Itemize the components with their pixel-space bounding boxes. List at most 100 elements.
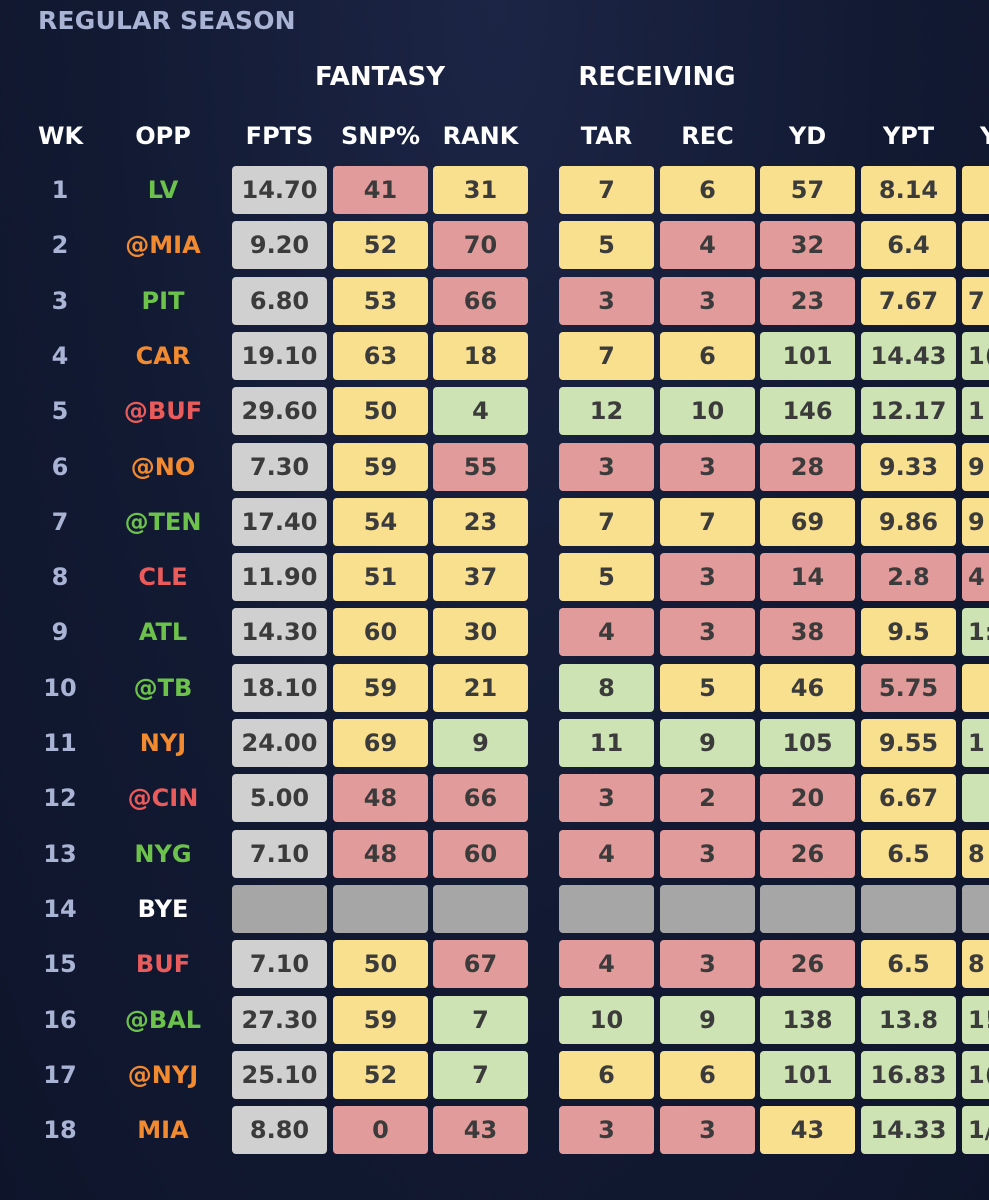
stat-cell-fpts: 7.10 xyxy=(232,830,327,878)
stat-cell-yd: 14 xyxy=(760,553,855,601)
opponent: @NYJ xyxy=(127,1061,199,1089)
stat-cell-rank xyxy=(433,885,528,933)
stat-cell-fpts: 25.10 xyxy=(232,1051,327,1099)
stat-cell-fpts: 27.30 xyxy=(232,996,327,1044)
stat-cell-ypt: 14.33 xyxy=(861,1106,956,1154)
stat-cell-rec: 7 xyxy=(660,498,755,546)
stat-cell-tar: 8 xyxy=(559,664,654,712)
stat-cell-ypt: 6.67 xyxy=(861,774,956,822)
stat-cell-rank: 37 xyxy=(433,553,528,601)
stat-cell-yd: 146 xyxy=(760,387,855,435)
stat-cell-fpts xyxy=(232,885,327,933)
stat-cell-ypt: 13.8 xyxy=(861,996,956,1044)
stat-cell-tar: 3 xyxy=(559,443,654,491)
stat-cell-fpts: 11.90 xyxy=(232,553,327,601)
stat-cell-rank: 23 xyxy=(433,498,528,546)
week-number: 16 xyxy=(43,1006,77,1034)
stat-cell-yd: 46 xyxy=(760,664,855,712)
opponent: @TEN xyxy=(124,508,202,536)
stat-cell-snp: 51 xyxy=(333,553,428,601)
stat-cell-rank: 21 xyxy=(433,664,528,712)
stat-cell-snp: 48 xyxy=(333,830,428,878)
opponent: @CIN xyxy=(127,784,199,812)
stat-cell-tar: 4 xyxy=(559,940,654,988)
stat-cell-tar: 7 xyxy=(559,166,654,214)
stat-cell-snp: 60 xyxy=(333,608,428,656)
stat-cell-rec: 6 xyxy=(660,166,755,214)
stat-cell-rec: 3 xyxy=(660,940,755,988)
stat-cell-yd: 101 xyxy=(760,332,855,380)
stat-cell-yd: 69 xyxy=(760,498,855,546)
stat-cell-partial xyxy=(962,664,989,712)
stat-cell-snp: 41 xyxy=(333,166,428,214)
stat-cell-ypt: 12.17 xyxy=(861,387,956,435)
stat-cell-partial: 9 xyxy=(962,498,989,546)
stat-cell-partial: 1! xyxy=(962,996,989,1044)
stat-cell-tar: 3 xyxy=(559,277,654,325)
header-snp: SNP% xyxy=(340,122,420,150)
stat-cell-rank: 66 xyxy=(433,277,528,325)
stat-cell-snp xyxy=(333,885,428,933)
stat-cell-ypt: 8.14 xyxy=(861,166,956,214)
stat-cell-yd: 138 xyxy=(760,996,855,1044)
stat-cell-rec: 3 xyxy=(660,608,755,656)
stat-cell-ypt: 9.55 xyxy=(861,719,956,767)
week-number: 8 xyxy=(51,563,69,591)
header-partial: Y xyxy=(980,122,989,150)
header-tar: TAR xyxy=(580,122,633,150)
stat-cell-yd: 23 xyxy=(760,277,855,325)
stat-cell-rec: 3 xyxy=(660,277,755,325)
stat-cell-fpts: 17.40 xyxy=(232,498,327,546)
stat-cell-tar: 10 xyxy=(559,996,654,1044)
opponent: CAR xyxy=(135,342,191,370)
stat-cell-yd: 57 xyxy=(760,166,855,214)
week-number: 18 xyxy=(43,1116,77,1144)
stat-cell-yd: 101 xyxy=(760,1051,855,1099)
stat-cell-partial: 1 xyxy=(962,387,989,435)
stat-cell-tar: 5 xyxy=(559,553,654,601)
stat-cell-ypt: 14.43 xyxy=(861,332,956,380)
stat-cell-ypt: 9.33 xyxy=(861,443,956,491)
header-wk: WK xyxy=(38,122,84,150)
section-title: REGULAR SEASON xyxy=(38,6,296,35)
header-opp: OPP xyxy=(135,122,191,150)
stat-cell-fpts: 19.10 xyxy=(232,332,327,380)
week-number: 17 xyxy=(43,1061,77,1089)
stat-cell-partial: 4 xyxy=(962,553,989,601)
stat-cell-fpts: 29.60 xyxy=(232,387,327,435)
stat-cell-rec: 9 xyxy=(660,996,755,1044)
stat-cell-yd: 38 xyxy=(760,608,855,656)
stat-cell-snp: 52 xyxy=(333,1051,428,1099)
opponent: BYE xyxy=(137,895,189,923)
stat-cell-fpts: 18.10 xyxy=(232,664,327,712)
week-number: 13 xyxy=(43,840,77,868)
stat-cell-rank: 31 xyxy=(433,166,528,214)
stat-cell-rank: 70 xyxy=(433,221,528,269)
opponent: MIA xyxy=(137,1116,189,1144)
stat-cell-yd: 20 xyxy=(760,774,855,822)
stat-cell-tar xyxy=(559,885,654,933)
stat-cell-fpts: 8.80 xyxy=(232,1106,327,1154)
stat-cell-ypt: 6.4 xyxy=(861,221,956,269)
opponent: CLE xyxy=(138,563,188,591)
stat-cell-partial: 8 xyxy=(962,940,989,988)
week-number: 6 xyxy=(51,453,69,481)
header-fpts: FPTS xyxy=(245,122,314,150)
stat-cell-yd xyxy=(760,885,855,933)
stat-cell-rec: 9 xyxy=(660,719,755,767)
stat-cell-ypt: 6.5 xyxy=(861,940,956,988)
stat-cell-snp: 50 xyxy=(333,940,428,988)
stat-cell-fpts: 5.00 xyxy=(232,774,327,822)
stat-cell-tar: 4 xyxy=(559,830,654,878)
stat-cell-rec: 10 xyxy=(660,387,755,435)
stat-cell-ypt: 6.5 xyxy=(861,830,956,878)
header-yd: YD xyxy=(788,122,827,150)
stat-cell-partial xyxy=(962,221,989,269)
opponent: @MIA xyxy=(125,231,201,259)
stat-cell-partial: 1: xyxy=(962,608,989,656)
header-rank: RANK xyxy=(442,122,519,150)
stat-cell-partial: 8 xyxy=(962,830,989,878)
stat-cell-snp: 53 xyxy=(333,277,428,325)
opponent: @BAL xyxy=(124,1006,202,1034)
stat-cell-tar: 3 xyxy=(559,774,654,822)
